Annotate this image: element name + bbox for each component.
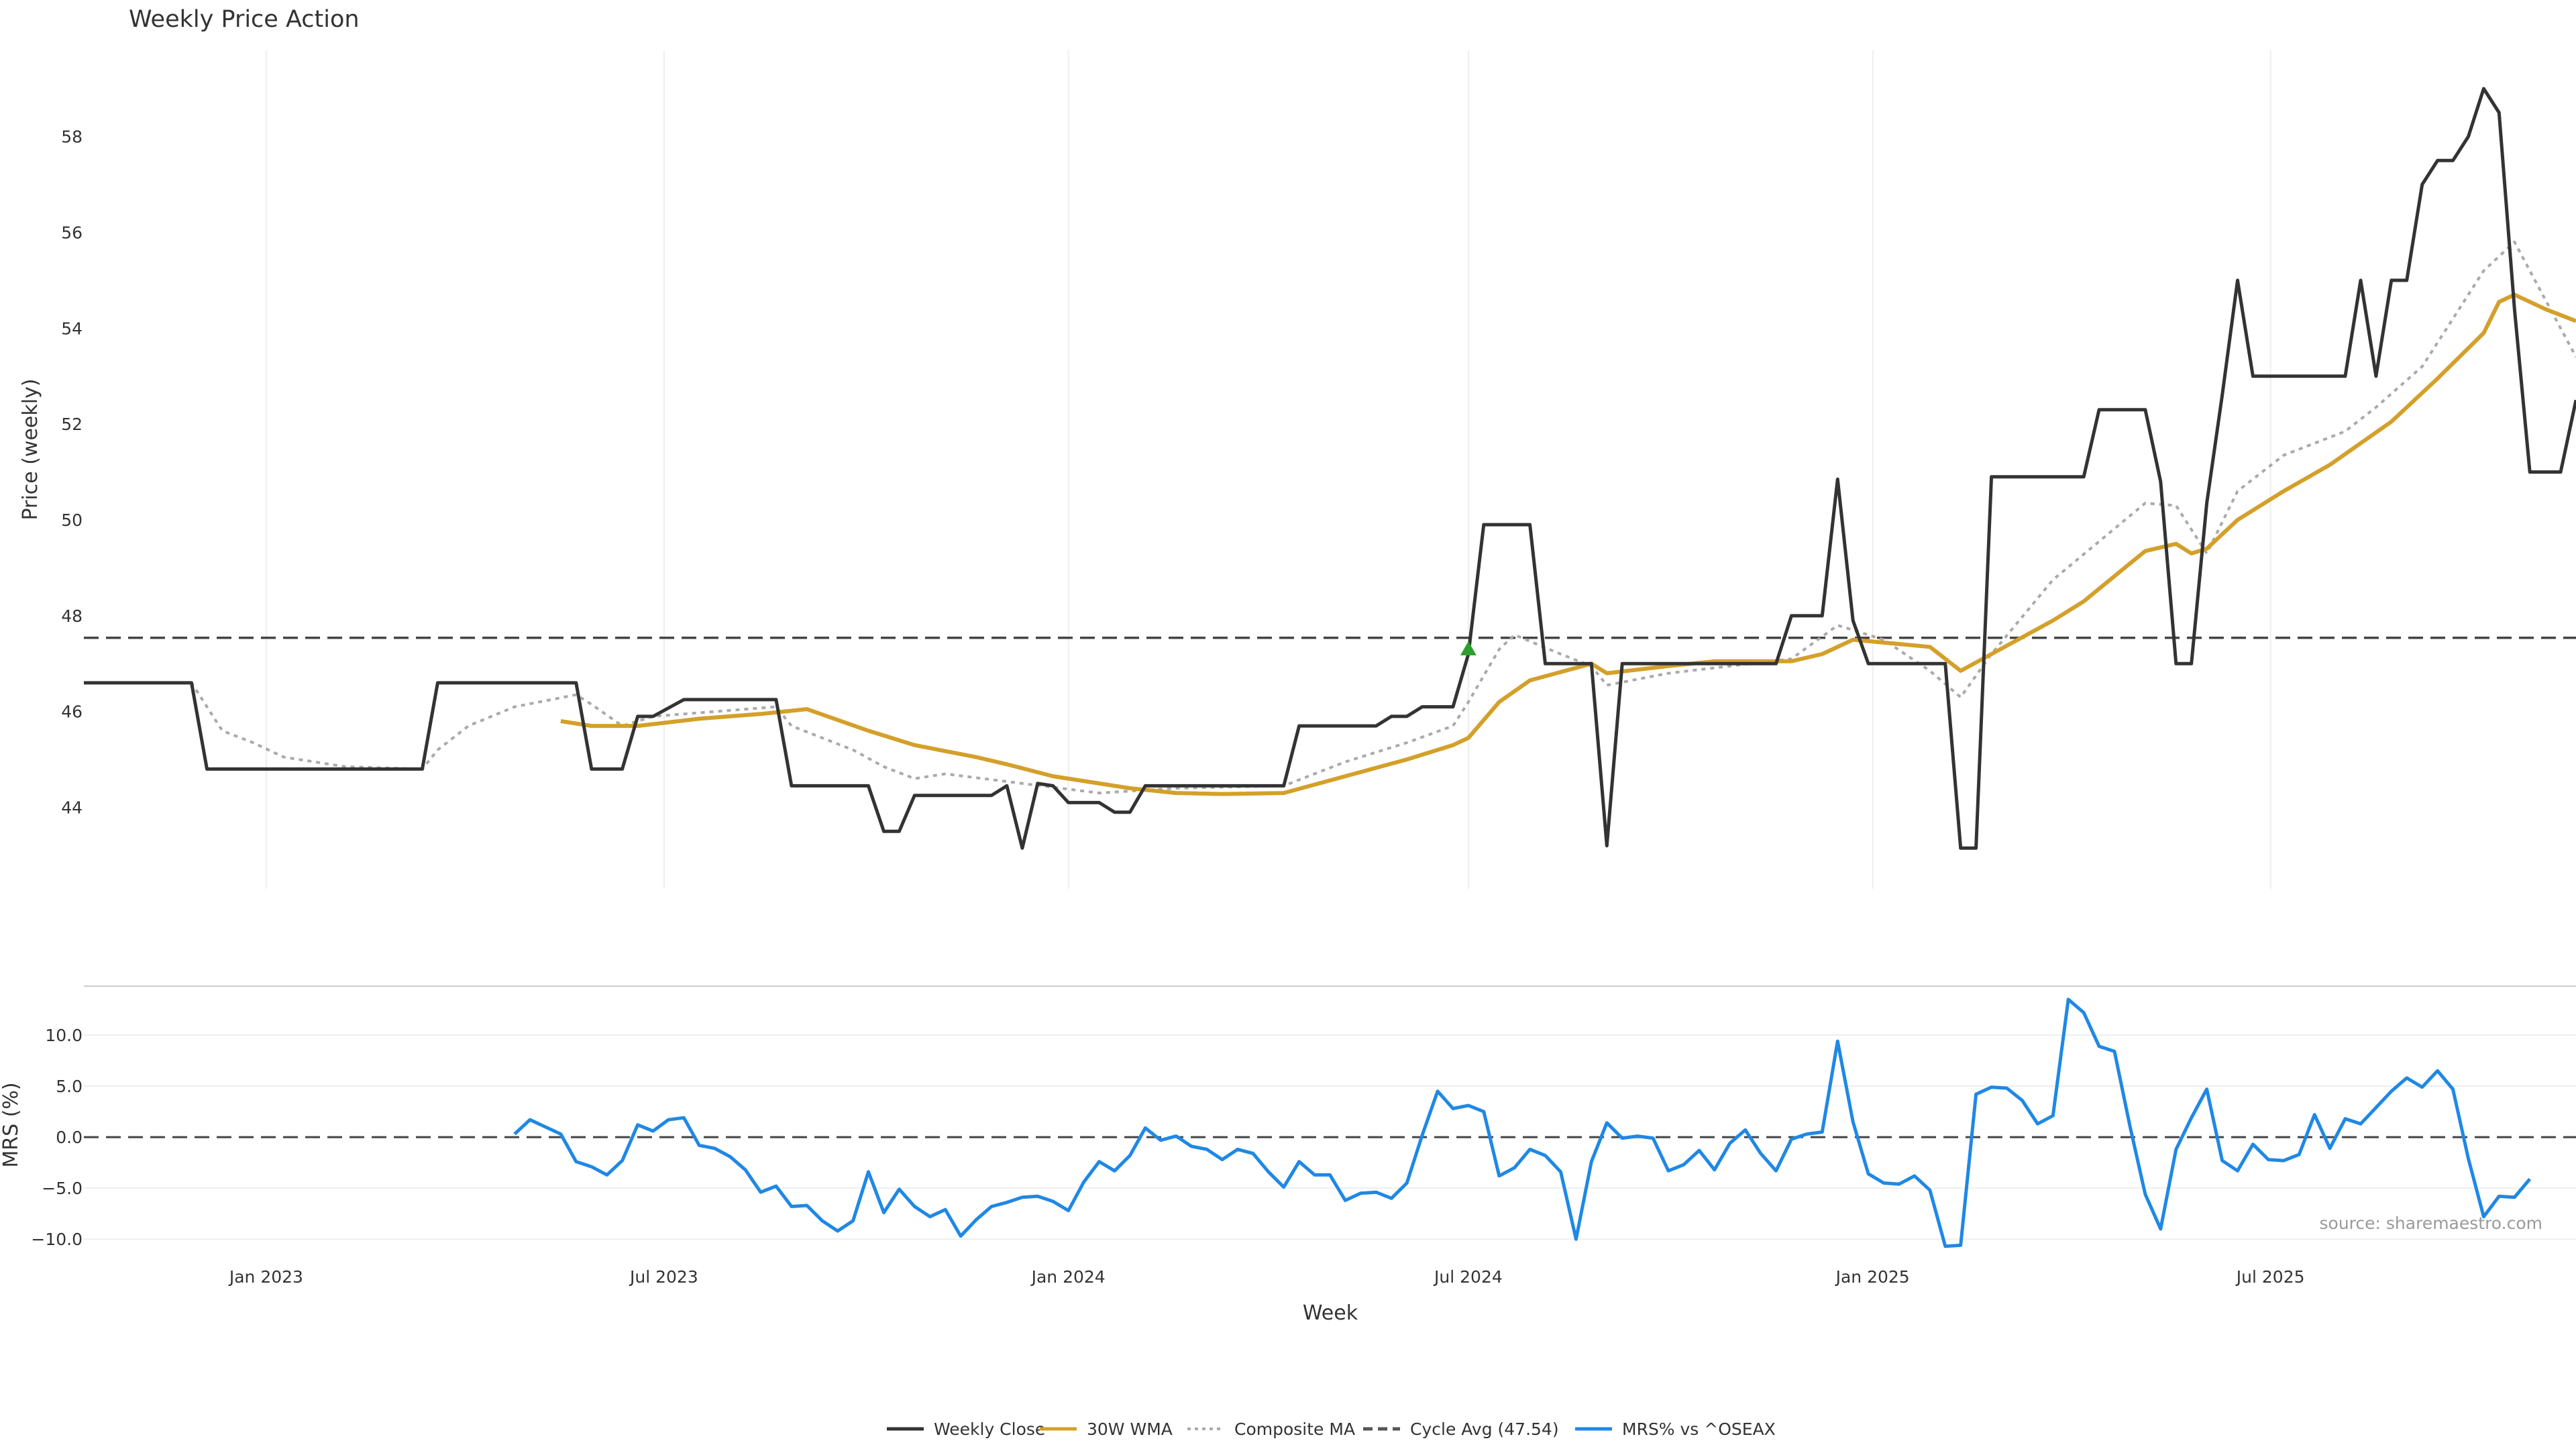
mrs-y-tick-label: 5.0 xyxy=(56,1077,83,1096)
price-y-tick-label: 46 xyxy=(61,702,83,722)
x-axis-label: Week xyxy=(1303,1301,1358,1325)
price-y-tick-label: 56 xyxy=(61,223,83,242)
x-tick-label: Jan 2025 xyxy=(1835,1267,1910,1287)
price-panel-grid xyxy=(265,50,2271,889)
composite-ma-line xyxy=(129,240,2576,795)
legend-label: MRS% vs ^OSEAX xyxy=(1622,1419,1776,1439)
legend-label: Cycle Avg (47.54) xyxy=(1410,1419,1559,1439)
source-annotation: source: sharemaestro.com xyxy=(2320,1214,2543,1233)
price-y-tick-label: 48 xyxy=(61,606,83,626)
price-y-tick-label: 44 xyxy=(61,798,83,818)
mrs-y-axis-label: MRS (%) xyxy=(0,1082,23,1167)
signal-triangle-marker xyxy=(1460,641,1477,655)
mrs-y-tick-label: −10.0 xyxy=(31,1230,83,1249)
mrs-y-tick-label: 0.0 xyxy=(56,1128,83,1147)
mrs-panel-grid xyxy=(84,1034,2576,1240)
price-y-tick-label: 58 xyxy=(61,127,83,147)
legend-label: Weekly Close xyxy=(934,1419,1045,1439)
weekly-close-line xyxy=(84,87,2576,850)
legend: Weekly Close 30W WMA Composite MA Cycle Avg… xyxy=(887,1419,1776,1439)
mrs-y-ticks: 10.0 5.0 0.0 −5.0 −10.0 xyxy=(31,1026,83,1249)
mrs-y-tick-label: 10.0 xyxy=(45,1026,83,1045)
x-tick-label: Jul 2025 xyxy=(2235,1267,2305,1287)
price-y-tick-label: 54 xyxy=(61,319,83,338)
x-tick-labels: Jan 2023 Jul 2023 Jan 2024 Jul 2024 Jan 2025… xyxy=(228,1267,2305,1287)
mrs-y-tick-label: −5.0 xyxy=(42,1179,83,1198)
x-tick-label: Jul 2023 xyxy=(629,1267,698,1287)
legend-label: Composite MA xyxy=(1234,1419,1355,1439)
price-y-ticks: 44 46 48 50 52 54 56 58 xyxy=(61,127,83,818)
legend-label: 30W WMA xyxy=(1087,1419,1173,1439)
price-y-axis-label: Price (weekly) xyxy=(19,378,42,520)
wma-30w-line xyxy=(560,292,2576,796)
price-chart-title: Weekly Price Action xyxy=(129,6,360,33)
price-y-tick-label: 52 xyxy=(61,415,83,434)
x-tick-label: Jul 2024 xyxy=(1433,1267,1503,1287)
x-tick-label: Jan 2023 xyxy=(228,1267,303,1287)
mrs-line xyxy=(513,998,2532,1248)
price-y-tick-label: 50 xyxy=(61,511,83,530)
x-tick-label: Jan 2024 xyxy=(1030,1267,1106,1287)
